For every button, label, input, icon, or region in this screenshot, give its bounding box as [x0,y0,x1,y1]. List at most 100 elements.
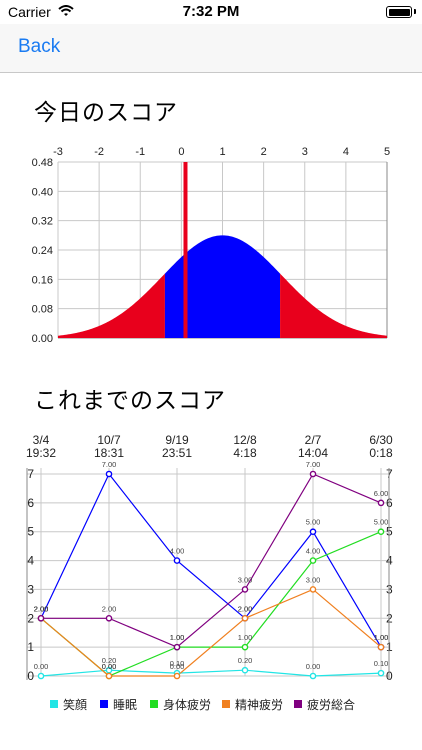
series-point [37,614,45,622]
chart-legend: 笑顔 睡眠 身体疲労 精神疲労 疲労総合 [0,694,422,714]
data-label: 2.00 [34,604,49,613]
legend-label: 睡眠 [113,697,138,712]
today-score-title: 今日のスコア [34,99,178,125]
y-tick-label-left: 5 [27,525,34,539]
navigation-bar: Back [0,24,422,73]
data-label: 4.00 [306,547,321,556]
data-label: 0.00 [170,662,185,671]
data-label: 3.00 [306,575,321,584]
data-label: 1.00 [374,633,389,642]
series-point [309,470,317,478]
distribution-tail-left [58,273,165,338]
y-tick-label: 0.00 [32,333,53,345]
today-score-chart: -3 -2 -1 0 1 2 3 4 5 0.48 0.40 0.32 0.24 0.16 0.08 0.00 [32,146,390,345]
status-bar: Carrier 7:32 PM [0,0,422,24]
series-point [105,470,113,478]
legend-label: 疲労総合 [307,697,356,712]
y-tick-label-left: 6 [27,496,34,510]
data-label: 0.10 [170,659,185,668]
today-score-marker [183,162,188,338]
x-category-label: 18:31 [94,446,124,460]
y-tick-label: 0.08 [32,304,53,316]
data-label: 2.00 [238,604,253,613]
x-category-label: 0:18 [369,446,393,460]
x-tick-label: -2 [94,146,104,158]
series-point [105,614,113,622]
y-tick-label-left: 3 [27,582,34,596]
data-label: 0.00 [102,662,117,671]
legend-label: 精神疲労 [235,697,284,712]
series-point [309,528,317,536]
x-category-label: 3/4 [33,433,50,447]
series-line [40,669,382,677]
x-category-label: 2/7 [305,433,322,447]
data-label: 6.00 [374,489,389,498]
series-point [309,672,317,680]
data-label: 0.20 [102,656,117,665]
data-label: 5.00 [306,518,321,527]
legend-swatch [100,700,108,708]
series-point [377,528,385,536]
back-button[interactable]: Back [18,36,61,57]
legend-item: 疲労総合 [294,696,355,712]
distribution-tail-right [280,273,387,338]
data-label: 4.00 [170,547,185,556]
y-tick-label: 0.40 [32,186,53,198]
status-time: 7:32 PM [182,3,240,20]
series-point [173,672,181,680]
x-tick-label: 4 [343,146,349,158]
series-point [377,643,385,651]
x-category-label: 4:18 [233,446,257,460]
data-label: 1.00 [170,633,185,642]
legend-swatch [50,700,58,708]
legend-swatch [294,700,302,708]
wifi-icon [58,4,74,22]
data-label: 3.00 [238,575,253,584]
data-label: 1.00 [170,633,185,642]
carrier-label: Carrier [8,4,51,20]
data-label: 0.00 [306,662,321,671]
legend-swatch [150,700,158,708]
data-label: 0.00 [102,662,117,671]
data-label: 0.00 [34,662,49,671]
series-point [105,672,113,680]
series-line [40,588,382,677]
series-point [309,557,317,564]
data-label: 2.00 [102,604,117,613]
series-line [40,472,382,648]
legend-label: 笑顔 [63,697,88,712]
series-point [241,614,249,622]
data-label: 5.00 [374,518,389,527]
data-label: 0.10 [374,659,389,668]
series-point [37,672,45,680]
battery-icon [386,6,412,18]
legend-item: 睡眠 [100,696,137,712]
data-label: 1.00 [238,633,253,642]
data-label: 7.00 [102,460,117,469]
x-tick-label: 2 [261,146,267,158]
x-category-label: 14:04 [298,446,328,460]
data-label: 1.00 [374,633,389,642]
x-tick-label: -3 [53,146,63,158]
data-label: 2.00 [34,604,49,613]
series-point [241,666,249,674]
x-category-label: 19:32 [26,446,56,460]
legend-item: 身体疲労 [150,696,211,712]
data-label: 0.20 [238,656,253,665]
legend-item: 笑顔 [50,696,87,712]
y-tick-label: 0.16 [32,274,53,286]
y-tick-label-left: 2 [27,611,34,625]
data-label: 2.00 [238,604,253,613]
legend-item: 精神疲労 [222,696,283,712]
y-tick-label-left: 0 [27,669,34,683]
data-label: 2.00 [34,604,49,613]
x-tick-label: 0 [178,146,184,158]
series-point [309,586,317,593]
series-point [241,586,249,593]
x-category-label: 23:51 [162,446,192,460]
distribution-center [164,235,281,338]
data-label: 7.00 [306,460,321,469]
y-tick-label-left: 1 [27,640,34,654]
y-tick-label-left: 4 [27,554,34,568]
